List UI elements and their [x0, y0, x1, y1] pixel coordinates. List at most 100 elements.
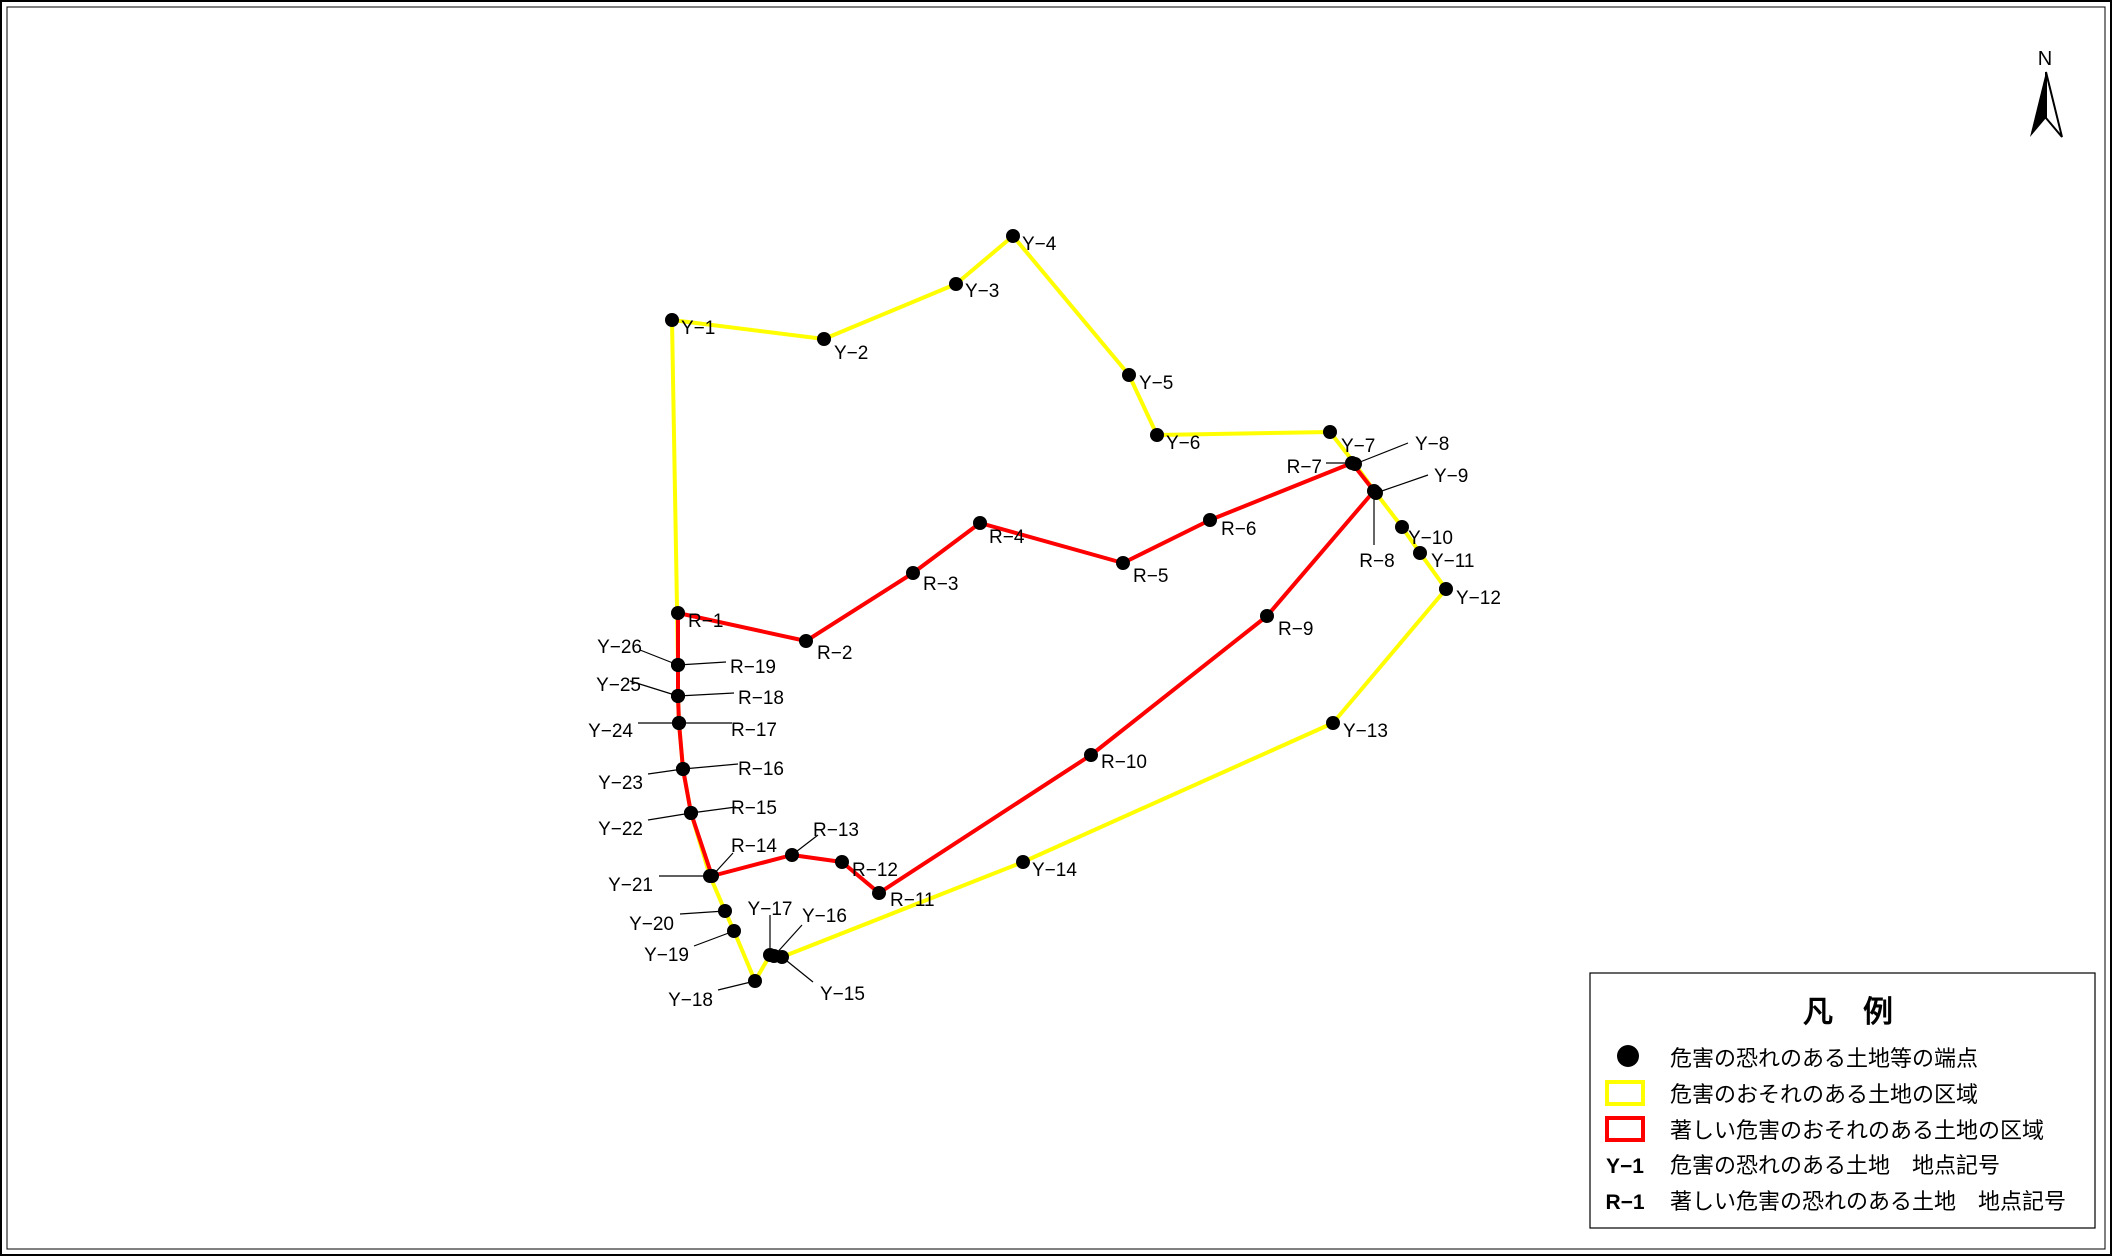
yellow-point-7: [1323, 425, 1337, 439]
red-point-14: [705, 869, 719, 883]
red-label-16: R−16: [738, 759, 784, 780]
legend: 凡 例 危害の恐れのある土地等の端点 危害のおそれのある土地の区域 著しい危害の…: [1589, 972, 2096, 1229]
red-label-6: R−6: [1221, 519, 1256, 540]
red-zone-boundary: [676, 461, 1376, 895]
yellow-point-11: [1413, 546, 1427, 560]
red-label-9: R−9: [1278, 619, 1313, 640]
legend-code-y: Y−1: [1606, 1155, 1644, 1178]
yellow-label-17: Y−17: [748, 899, 793, 920]
red-label-17: R−17: [731, 720, 777, 741]
boundary-points: [665, 229, 1453, 988]
yellow-label-19: Y−19: [644, 945, 689, 966]
red-label-1: R−1: [688, 611, 723, 632]
red-point-2: [799, 634, 813, 648]
yellow-point-20: [718, 904, 732, 918]
red-label-18: R−18: [738, 688, 784, 709]
red-label-10: R−10: [1101, 752, 1147, 773]
red-point-9: [1260, 609, 1274, 623]
yellow-point-13: [1326, 716, 1340, 730]
yellow-leader-8: [1354, 442, 1409, 465]
yellow-label-8: Y−8: [1415, 434, 1449, 455]
yellow-leader-25: [629, 680, 679, 697]
red-label-3: R−3: [923, 574, 958, 595]
legend-item-red: 著しい危害のおそれのある土地の区域: [1670, 1118, 2044, 1143]
red-label-7: R−7: [1287, 457, 1322, 478]
yellow-label-23: Y−23: [598, 773, 643, 794]
yellow-point-12: [1439, 582, 1453, 596]
yellow-label-7: Y−7: [1341, 436, 1375, 457]
legend-box: [1589, 972, 2096, 1229]
red-leader-15: [690, 806, 737, 814]
yellow-label-25: Y−25: [596, 675, 641, 696]
yellow-label-6: Y−6: [1166, 433, 1200, 454]
yellow-label-26: Y−26: [597, 637, 642, 658]
yellow-point-19: [727, 924, 741, 938]
north-label: N: [2038, 48, 2052, 70]
yellow-point-10: [1395, 520, 1409, 534]
map-inner-border: [6, 6, 2106, 1250]
yellow-label-2: Y−2: [834, 343, 868, 364]
legend-item-point: 危害の恐れのある土地等の端点: [1670, 1046, 1978, 1071]
red-point-15: [684, 806, 698, 820]
red-leader-19: [677, 661, 727, 666]
legend-red-swatch: [1605, 1116, 1645, 1142]
red-point-11: [872, 886, 886, 900]
red-leader-18: [677, 692, 735, 697]
legend-code-r: R−1: [1605, 1191, 1644, 1214]
red-point-10: [1084, 748, 1098, 762]
red-point-6: [1203, 513, 1217, 527]
legend-yellow-swatch: [1605, 1080, 1645, 1106]
yellow-label-11: Y−11: [1431, 551, 1475, 572]
legend-item-y-code: 危害の恐れのある土地 地点記号: [1670, 1153, 2000, 1178]
point-labels: Y−1 Y−2 Y−3 Y−4 Y−5 Y−6 Y−7 Y−8 Y−9 Y−10Y−11 Y−12 Y…: [588, 234, 1501, 1011]
red-point-3: [906, 566, 920, 580]
red-label-4: R−4: [989, 527, 1025, 548]
yellow-label-18: Y−18: [668, 990, 713, 1011]
yellow-point-17: [763, 948, 777, 962]
yellow-point-18: [748, 974, 762, 988]
yellow-label-20: Y−20: [629, 914, 674, 935]
red-label-11: R−11: [890, 890, 935, 911]
red-point-1: [671, 606, 685, 620]
yellow-point-4: [1006, 229, 1020, 243]
yellow-label-10: Y−10: [1408, 528, 1453, 549]
red-point-16: [676, 762, 690, 776]
red-point-17: [672, 716, 686, 730]
yellow-point-14: [1016, 855, 1030, 869]
yellow-label-9: Y−9: [1434, 466, 1468, 487]
red-point-4: [973, 516, 987, 530]
yellow-leader-9: [1375, 474, 1429, 494]
yellow-label-14: Y−14: [1032, 860, 1077, 881]
red-point-19: [671, 658, 685, 672]
yellow-point-3: [949, 277, 963, 291]
yellow-point-1: [665, 313, 679, 327]
yellow-label-13: Y−13: [1343, 721, 1388, 742]
red-label-8: R−8: [1359, 551, 1394, 572]
yellow-label-1: Y−1: [681, 318, 715, 339]
red-label-15: R−15: [731, 798, 777, 819]
red-point-12: [835, 855, 849, 869]
yellow-point-2: [817, 332, 831, 346]
legend-point-symbol: [1617, 1045, 1639, 1067]
red-point-13: [785, 848, 799, 862]
yellow-label-16: Y−16: [802, 906, 847, 927]
yellow-label-22: Y−22: [598, 819, 643, 840]
legend-title: 凡 例: [1803, 996, 1893, 1029]
legend-item-yellow: 危害のおそれのある土地の区域: [1670, 1082, 1978, 1107]
red-point-7: [1345, 456, 1359, 470]
red-label-19: R−19: [730, 657, 776, 678]
yellow-leader-22: [647, 812, 692, 821]
red-label-2: R−2: [817, 643, 852, 664]
yellow-leader-19: [693, 930, 735, 947]
yellow-label-5: Y−5: [1139, 373, 1173, 394]
yellow-point-5: [1122, 368, 1136, 382]
legend-item-r-code: 著しい危害の恐れのある土地 地点記号: [1670, 1189, 2066, 1214]
red-point-8: [1367, 484, 1381, 498]
yellow-label-3: Y−3: [965, 281, 999, 302]
red-label-12: R−12: [852, 860, 898, 881]
red-point-5: [1116, 556, 1130, 570]
north-arrow-icon: N: [2030, 48, 2063, 138]
red-leader-16: [682, 763, 739, 770]
yellow-leader-20: [679, 910, 726, 915]
yellow-label-12: Y−12: [1456, 588, 1501, 609]
